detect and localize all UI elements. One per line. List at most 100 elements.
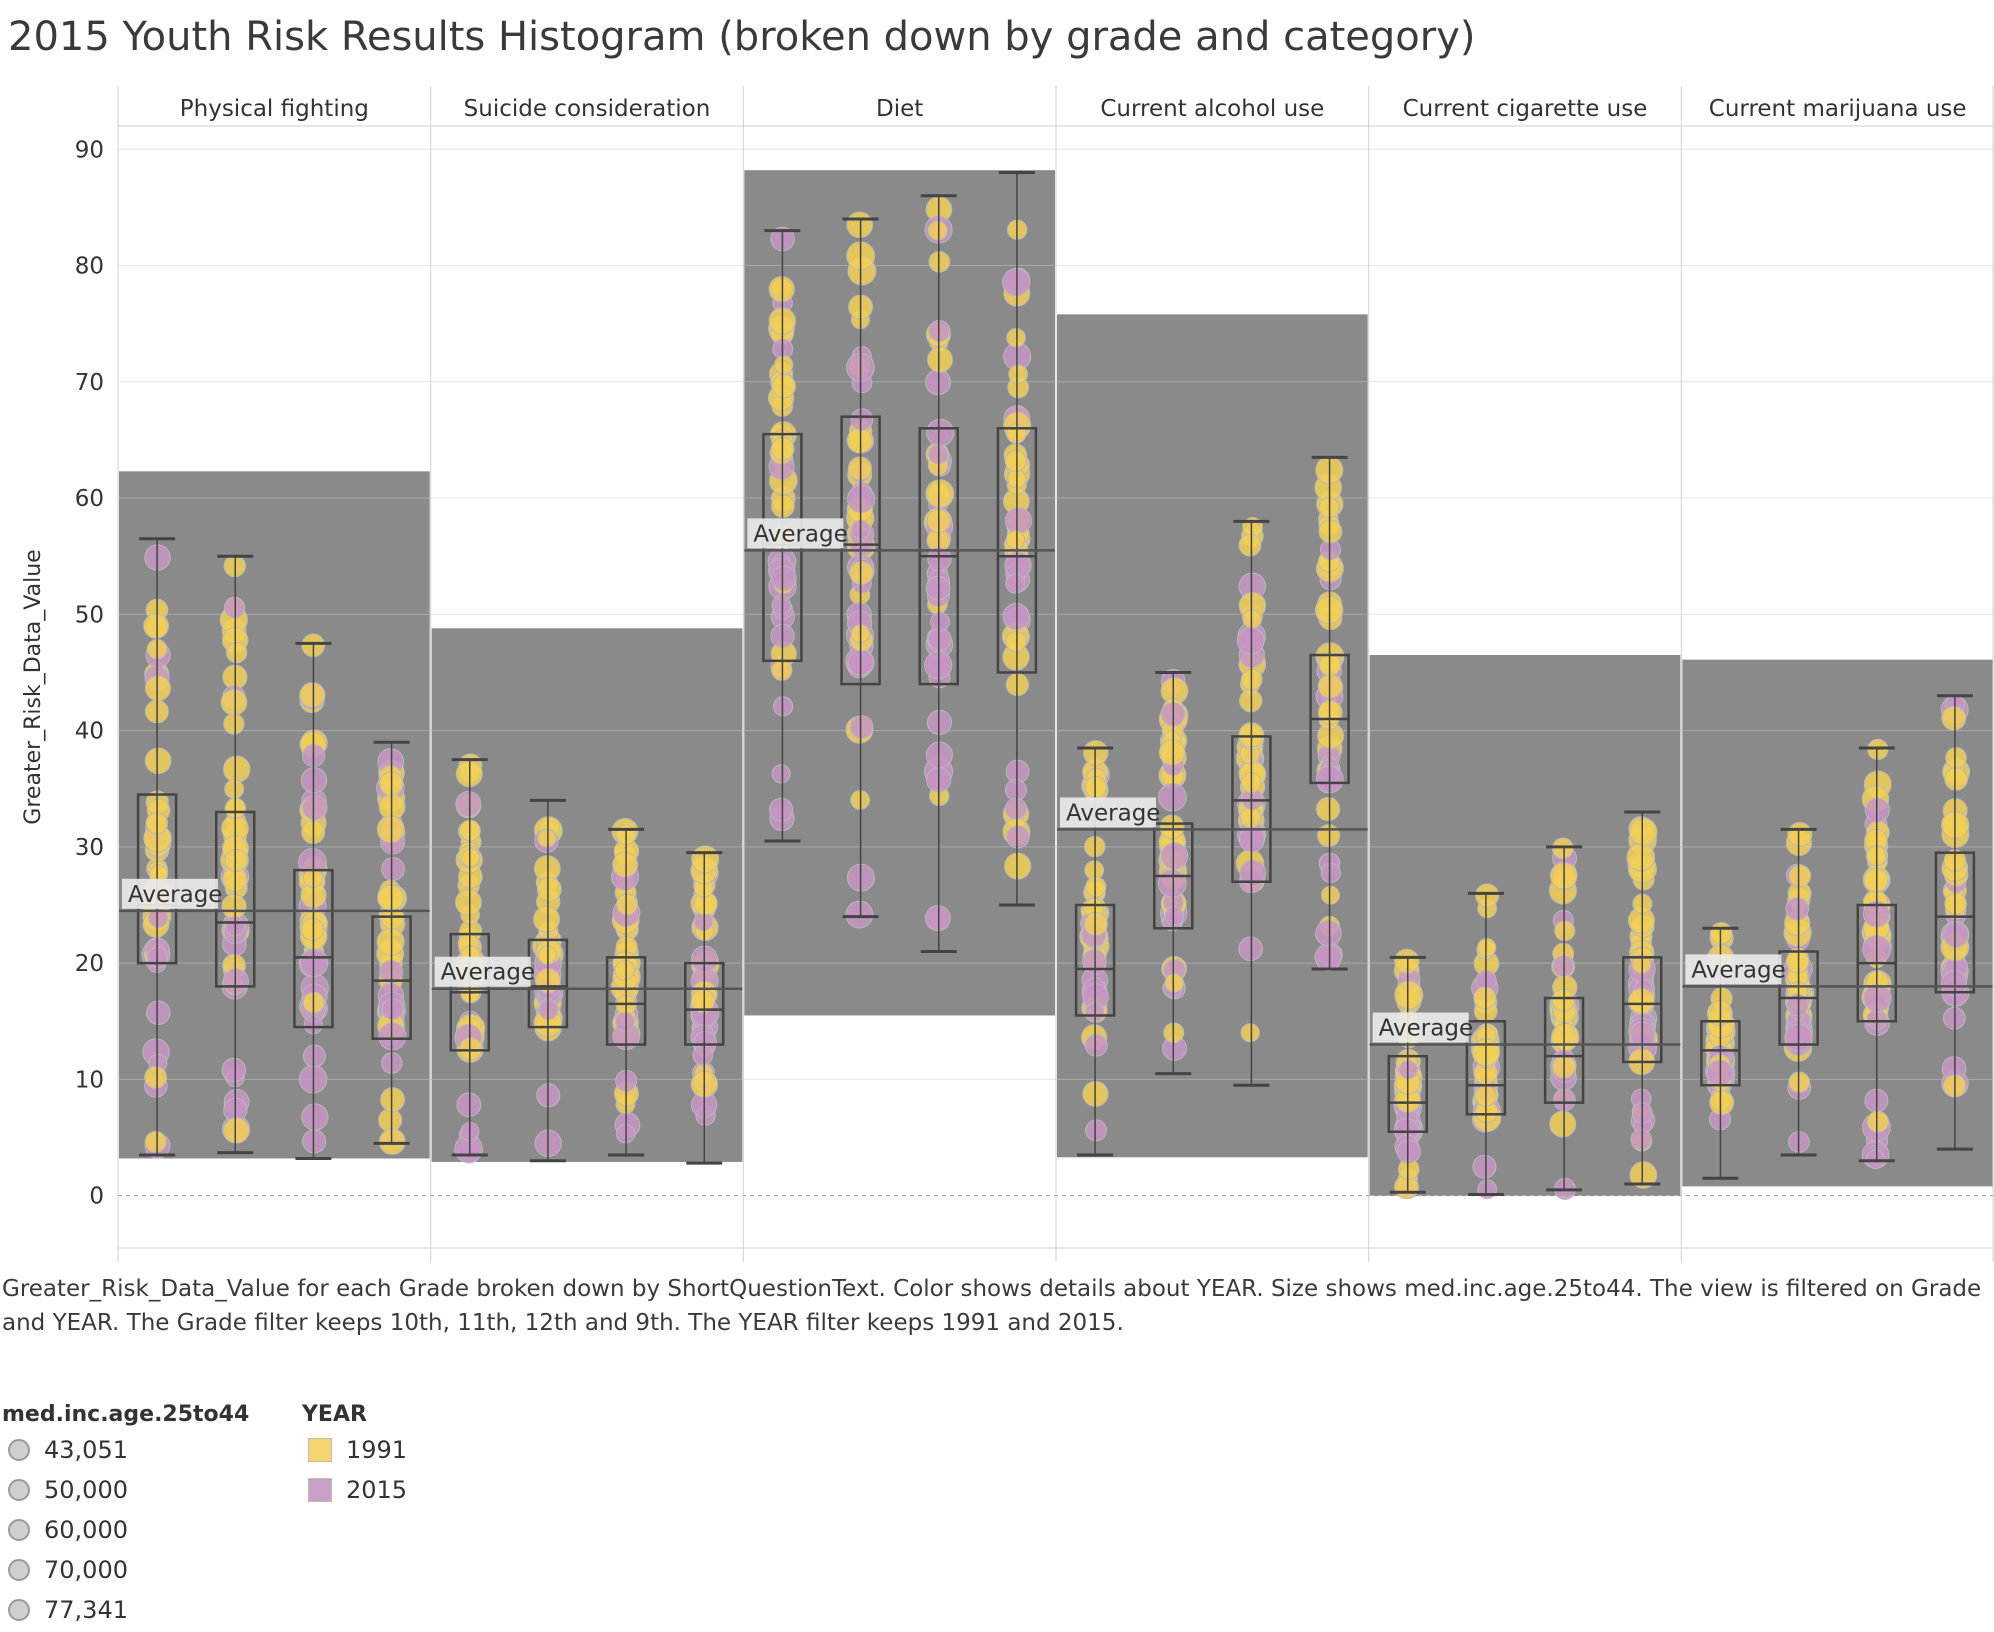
data-point — [377, 884, 404, 912]
data-point — [302, 1044, 326, 1068]
data-point — [461, 848, 481, 868]
y-tick-label: 30 — [75, 835, 104, 861]
y-tick-label: 40 — [75, 719, 104, 745]
size-legend-label: 70,000 — [44, 1556, 128, 1584]
data-point — [1315, 796, 1341, 822]
chart-title: 2015 Youth Risk Results Histogram (broke… — [8, 14, 1476, 60]
box-iqr — [371, 915, 412, 1040]
box-iqr — [684, 961, 725, 1046]
data-point — [1159, 814, 1185, 840]
data-point — [1005, 530, 1026, 550]
average-label: Average — [753, 521, 847, 547]
data-point — [302, 794, 328, 821]
data-point — [144, 1130, 167, 1153]
data-point — [1629, 817, 1658, 846]
color-legend-item: 2015 — [308, 1472, 407, 1508]
data-point — [456, 1092, 482, 1118]
y-tick-label: 0 — [89, 1184, 104, 1210]
data-point — [774, 355, 794, 375]
box-iqr — [605, 956, 647, 1046]
data-point — [455, 790, 482, 817]
average-label-bg — [747, 518, 844, 549]
data-point — [1164, 906, 1185, 926]
box-iqr — [1622, 956, 1663, 1064]
average-label: Average — [128, 882, 222, 908]
data-point — [1551, 1023, 1580, 1052]
data-point — [846, 427, 873, 454]
size-legend-dot-icon — [8, 1599, 30, 1621]
data-point — [1240, 1023, 1260, 1043]
size-legend-dot-icon — [8, 1559, 30, 1581]
data-point — [1242, 609, 1263, 629]
data-point — [455, 889, 482, 916]
size-legend-label: 43,051 — [44, 1436, 128, 1464]
color-legend-label: 1991 — [346, 1436, 408, 1464]
data-point — [771, 764, 791, 784]
data-point — [1549, 1110, 1577, 1138]
data-point — [144, 675, 171, 702]
facet-header: Current alcohol use — [1100, 96, 1324, 122]
data-point — [1944, 767, 1969, 791]
data-point — [1006, 825, 1030, 849]
data-point — [1238, 533, 1262, 557]
data-point — [381, 857, 405, 881]
data-point — [691, 845, 720, 874]
size-legend-label: 50,000 — [44, 1476, 128, 1504]
data-point — [376, 927, 405, 956]
color-legend-item: 1991 — [308, 1432, 407, 1468]
reference-band — [744, 170, 1055, 1016]
data-point — [1475, 883, 1500, 908]
data-point — [1940, 970, 1968, 997]
data-point — [1709, 1090, 1735, 1116]
box-iqr — [1074, 903, 1116, 1017]
average-label: Average — [1691, 957, 1785, 983]
data-point — [1628, 987, 1655, 1015]
size-legend-item: 77,341 — [8, 1592, 128, 1628]
size-legend-title: med.inc.age.25to44 — [2, 1402, 250, 1427]
data-point — [926, 418, 955, 447]
size-legend-dot-icon — [8, 1439, 30, 1461]
average-label-bg — [1060, 797, 1156, 828]
facet-header: Diet — [876, 96, 923, 122]
facet-header: Current cigarette use — [1403, 96, 1648, 122]
data-point — [1785, 949, 1810, 974]
size-legend-item: 70,000 — [8, 1552, 128, 1588]
data-point — [1626, 842, 1656, 872]
data-point — [223, 755, 251, 783]
data-point — [614, 959, 635, 981]
data-point — [930, 612, 950, 632]
data-point — [615, 1011, 635, 1032]
data-point — [1083, 912, 1108, 936]
chart-canvas: 0 10 20 30 40 50 60 70 80 90 Greater_Risk_Data_Val… — [21, 86, 1994, 1262]
data-point — [1239, 806, 1262, 828]
facet-header: Physical fighting — [180, 96, 369, 122]
color-swatch-icon — [308, 1438, 332, 1462]
data-point — [769, 797, 794, 822]
data-point — [224, 848, 248, 872]
data-point — [1787, 821, 1813, 848]
data-point — [1941, 705, 1967, 731]
data-point — [612, 851, 639, 878]
data-point — [1004, 797, 1028, 820]
data-point — [301, 1103, 329, 1131]
data-point — [1706, 1059, 1733, 1087]
y-tick-label: 10 — [75, 1067, 104, 1093]
data-point — [143, 613, 169, 639]
data-point — [1318, 519, 1343, 544]
box-iqr — [293, 868, 334, 1029]
data-point — [378, 1128, 406, 1156]
data-point — [1863, 867, 1889, 893]
size-legend-label: 60,000 — [44, 1516, 128, 1544]
data-point — [300, 917, 325, 942]
average-label-bg — [434, 956, 531, 987]
data-point — [223, 713, 245, 735]
box-iqr — [1700, 1020, 1741, 1087]
data-point — [1157, 869, 1187, 898]
data-point — [1786, 993, 1809, 1017]
y-tick-label: 80 — [75, 254, 104, 280]
average-label: Average — [1066, 800, 1160, 826]
data-point — [1317, 824, 1341, 848]
facet-header: Suicide consideration — [464, 96, 711, 122]
data-point — [1709, 921, 1733, 945]
data-point — [1865, 1149, 1886, 1169]
